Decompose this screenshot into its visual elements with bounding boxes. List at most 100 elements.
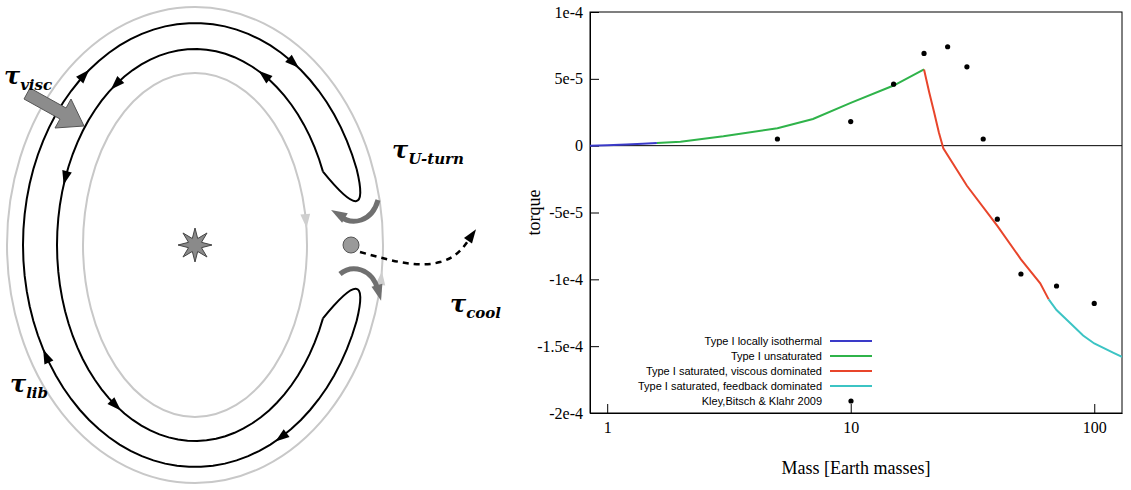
flow-arrow <box>255 67 272 83</box>
legend-entry: Type I locally isothermal <box>705 335 872 347</box>
flow-arrow <box>300 214 311 229</box>
cooling-arrow-head <box>464 226 480 243</box>
u-turn-bottom <box>323 289 360 321</box>
legend-swatch <box>830 340 872 342</box>
label-symbol: τ <box>4 61 21 90</box>
legend-label: Type I locally isothermal <box>705 335 822 347</box>
diagram: τviscτU-turnτcoolτlib <box>4 7 501 483</box>
label-subscript: visc <box>20 76 52 94</box>
data-point <box>1054 283 1059 288</box>
y-tick: -1e-4 <box>549 271 599 288</box>
data-point <box>964 64 969 69</box>
x-axis: 1 10 100 <box>591 404 1123 436</box>
y-tick-mark <box>590 279 599 280</box>
legend-entry: Type I saturated, feedback dominated <box>638 380 872 392</box>
label-symbol: τ <box>392 135 409 164</box>
label-subscript: cool <box>466 304 501 322</box>
legend-label: Type I saturated, feedback dominated <box>638 380 822 392</box>
y-tick-label: -1.5e-4 <box>537 338 583 355</box>
data-point <box>981 136 986 141</box>
figure: τviscτU-turnτcoolτlib1101001e-45e-50-5e-… <box>0 0 1131 490</box>
y-tick-mark <box>590 12 599 13</box>
x-tick: 10 <box>843 404 859 436</box>
data-point <box>921 51 926 56</box>
y-tick: 1e-4 <box>555 4 599 21</box>
flow-arrow <box>107 76 124 93</box>
series-line <box>924 69 1049 299</box>
series-line <box>590 143 657 146</box>
y-tick-label: -1e-4 <box>549 271 583 288</box>
flow-arrow <box>272 429 289 445</box>
diagram-label: τvisc <box>4 61 52 94</box>
series-line <box>657 69 924 143</box>
x-tick: 100 <box>1083 404 1107 436</box>
y-tick: -2e-4 <box>549 405 599 422</box>
flow-arrow <box>76 66 93 83</box>
diagram-label: τU-turn <box>392 135 464 168</box>
data-point <box>848 119 853 124</box>
y-tick-mark <box>590 346 599 347</box>
y-axis-title: torque <box>524 189 544 235</box>
label-symbol: τ <box>450 289 467 318</box>
plot-marks <box>590 44 1122 357</box>
data-point <box>995 217 1000 222</box>
legend-entry: Kley,Bitsch & Klahr 2009 <box>702 395 854 407</box>
flow-arrow <box>285 55 302 72</box>
y-tick-label: 1e-4 <box>555 4 583 21</box>
outer-ring <box>7 7 383 483</box>
x-tick-label: 10 <box>843 419 859 436</box>
legend-label: Kley,Bitsch & Klahr 2009 <box>702 395 822 407</box>
diagram-label: τlib <box>10 369 48 402</box>
diagram-label: τcool <box>450 289 501 322</box>
y-tick-mark <box>590 79 599 80</box>
u-turn-torque-head <box>328 205 347 223</box>
x-tick-mark <box>851 404 852 413</box>
data-point <box>1018 271 1023 276</box>
y-tick: 5e-5 <box>555 70 599 87</box>
y-tick-label: 0 <box>575 137 583 154</box>
x-tick: 1 <box>604 404 612 436</box>
planet <box>343 237 359 253</box>
data-point <box>1092 301 1097 306</box>
x-tick-label: 100 <box>1083 419 1107 436</box>
flow-arrow <box>107 397 124 414</box>
u-turn-torque-arrow <box>340 200 378 221</box>
u-turn-top <box>323 169 360 201</box>
outer-track <box>23 23 357 467</box>
u-turn-torque-head <box>372 284 387 302</box>
label-subscript: U-turn <box>408 150 464 168</box>
flow-arrow <box>59 170 72 186</box>
y-tick-label: -5e-5 <box>549 204 583 221</box>
cooling-arrow <box>360 238 470 264</box>
x-tick-mark <box>607 404 608 413</box>
legend: Type I locally isothermalType I unsatura… <box>638 335 872 407</box>
label-symbol: τ <box>10 369 27 398</box>
legend-swatch <box>830 370 872 372</box>
flow-arrow <box>39 348 54 365</box>
legend-entry: Type I saturated, viscous dominated <box>646 365 872 377</box>
legend-swatch <box>830 355 872 357</box>
x-axis-title: Mass [Earth masses] <box>782 458 931 478</box>
data-point <box>945 44 950 49</box>
y-axis: 1e-4 5e-5 0 -5e-5 -1e-4 -1.5e-4 -2e-4 <box>537 4 599 422</box>
data-point <box>891 82 896 87</box>
y-tick: -1.5e-4 <box>537 338 599 355</box>
inner-ring <box>83 73 307 417</box>
star <box>178 228 212 262</box>
legend-label: Type I saturated, viscous dominated <box>646 365 822 377</box>
viscous-arrow <box>24 88 84 128</box>
zero-line <box>590 145 1122 146</box>
y-tick-mark <box>590 213 599 214</box>
legend-swatch <box>848 398 853 403</box>
series-line <box>1049 299 1122 356</box>
x-tick-label: 1 <box>604 419 612 436</box>
x-axis-line <box>591 413 1123 414</box>
label-subscript: lib <box>26 384 48 402</box>
plot-frame <box>590 12 1122 413</box>
y-tick-label: 5e-5 <box>555 70 583 87</box>
inner-track <box>57 49 323 441</box>
legend-swatch <box>830 385 872 387</box>
chart: 1 10 100 1e-4 5e-5 0 -5e-5 -1e-4 -1.5e-4 -2e-4 Mas… <box>524 4 1123 478</box>
y-tick: -5e-5 <box>549 204 599 221</box>
y-tick-mark <box>590 413 599 414</box>
